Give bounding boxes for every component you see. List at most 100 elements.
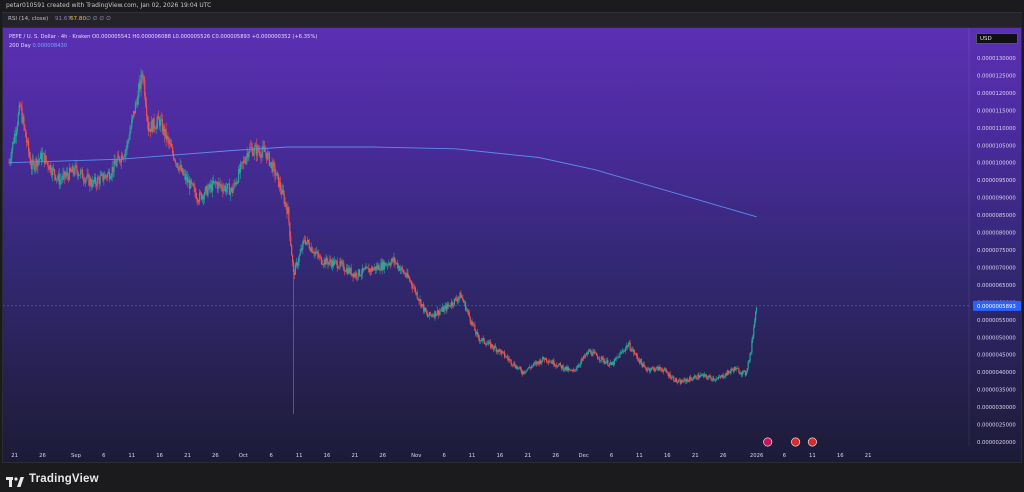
candle-body — [112, 167, 114, 172]
candle-body — [603, 360, 605, 362]
candle-body — [137, 90, 139, 105]
candle-body — [490, 342, 492, 348]
tradingview-logo[interactable]: TradingView — [6, 471, 99, 487]
candle-body — [676, 382, 679, 383]
candle-body — [568, 368, 570, 371]
y-tick-label: 0.0000050000 — [977, 335, 1016, 341]
candle-body — [212, 181, 215, 184]
candle-body — [242, 160, 244, 163]
candle-body — [523, 371, 525, 373]
x-tick-label: 2026 — [750, 453, 764, 459]
candle-body — [388, 263, 390, 265]
candle-body — [211, 184, 213, 192]
candle-body — [422, 304, 424, 305]
candle-body — [195, 192, 197, 199]
candle-body — [421, 304, 423, 307]
candle-body — [505, 356, 508, 358]
indicator-row[interactable]: RSI (14, close) 91.67 67.80 ∅ ∅ ∅ ∅ — [2, 12, 1022, 27]
candle-body — [372, 268, 375, 271]
candle-body — [436, 314, 438, 316]
candle-body — [609, 363, 611, 366]
candle-body — [664, 368, 667, 371]
candle-body — [453, 298, 455, 305]
y-tick-label: 0.0000120000 — [977, 91, 1016, 97]
candle-body — [250, 146, 252, 148]
candle-body — [733, 366, 735, 372]
y-tick-label: 0.0000045000 — [977, 353, 1016, 359]
candle-body — [126, 142, 128, 150]
candle-body — [544, 357, 547, 360]
candle-body — [592, 351, 594, 356]
candle-body — [106, 175, 108, 178]
candle-body — [588, 350, 590, 352]
candle-body — [83, 180, 85, 183]
candle-body — [389, 264, 391, 266]
candle-body — [666, 372, 668, 374]
candle-body — [355, 272, 357, 277]
candle-body — [85, 178, 87, 180]
candle-body — [251, 147, 253, 148]
candle-body — [703, 374, 706, 377]
y-tick-label: 0.0000035000 — [977, 388, 1016, 394]
candle-body — [755, 307, 758, 312]
candle-body — [541, 361, 543, 364]
candle-body — [506, 356, 508, 359]
candle-body — [526, 369, 528, 372]
candle-body — [512, 364, 514, 366]
candle-body — [609, 362, 612, 364]
candle-body — [297, 261, 299, 266]
candle-body — [305, 242, 308, 245]
candle-body — [377, 265, 379, 269]
chart-panel[interactable]: 0.0000130000 0.0000125000 0.0000120000 0.00… — [2, 27, 1022, 463]
candle-body — [500, 350, 502, 354]
candle-body — [554, 365, 556, 366]
candle-body — [553, 360, 555, 366]
candle-body — [455, 298, 457, 301]
candle-body — [265, 151, 267, 153]
candle-body — [280, 190, 283, 194]
candle-body — [12, 142, 14, 150]
candle-body — [420, 299, 422, 307]
candle-body — [161, 119, 164, 133]
candle-body — [596, 355, 599, 359]
candle-body — [180, 165, 182, 172]
candle-body — [291, 255, 294, 263]
candle-body — [596, 353, 598, 356]
candle-body — [702, 374, 705, 377]
x-tick-label: 26 — [720, 453, 727, 459]
candle-body — [108, 171, 111, 180]
candle-body — [74, 165, 76, 175]
candle-body — [279, 182, 282, 191]
candle-body — [57, 174, 59, 179]
candle-body — [387, 263, 389, 266]
candle-body — [398, 266, 401, 271]
candle-body — [277, 172, 279, 175]
candle-body — [480, 340, 482, 341]
candle-body — [299, 252, 301, 256]
candle-body — [216, 183, 218, 189]
candle-body — [318, 256, 321, 258]
candle-body — [151, 121, 153, 133]
price-chart[interactable]: 0.0000130000 0.0000125000 0.0000120000 0.00… — [3, 28, 1022, 463]
candle-body — [705, 375, 707, 378]
candle-body — [264, 148, 266, 152]
candle-body — [508, 359, 510, 360]
candle-body — [293, 271, 296, 275]
candle-body — [271, 162, 273, 172]
candle-body — [17, 113, 19, 126]
candle-body — [234, 182, 236, 184]
candle-body — [537, 361, 539, 363]
candle-body — [130, 127, 132, 133]
candle-body — [39, 158, 41, 160]
candle-body — [318, 254, 320, 258]
candle-body — [15, 130, 18, 137]
candle-body — [350, 268, 352, 276]
candle-body — [201, 195, 204, 200]
candle-body — [597, 358, 600, 360]
candle-body — [182, 168, 184, 175]
candle-body — [273, 162, 275, 166]
candle-body — [229, 190, 231, 195]
candle-body — [245, 157, 247, 164]
y-tick-label: 0.0000030000 — [977, 405, 1016, 411]
currency-button[interactable]: USD — [976, 33, 1018, 44]
